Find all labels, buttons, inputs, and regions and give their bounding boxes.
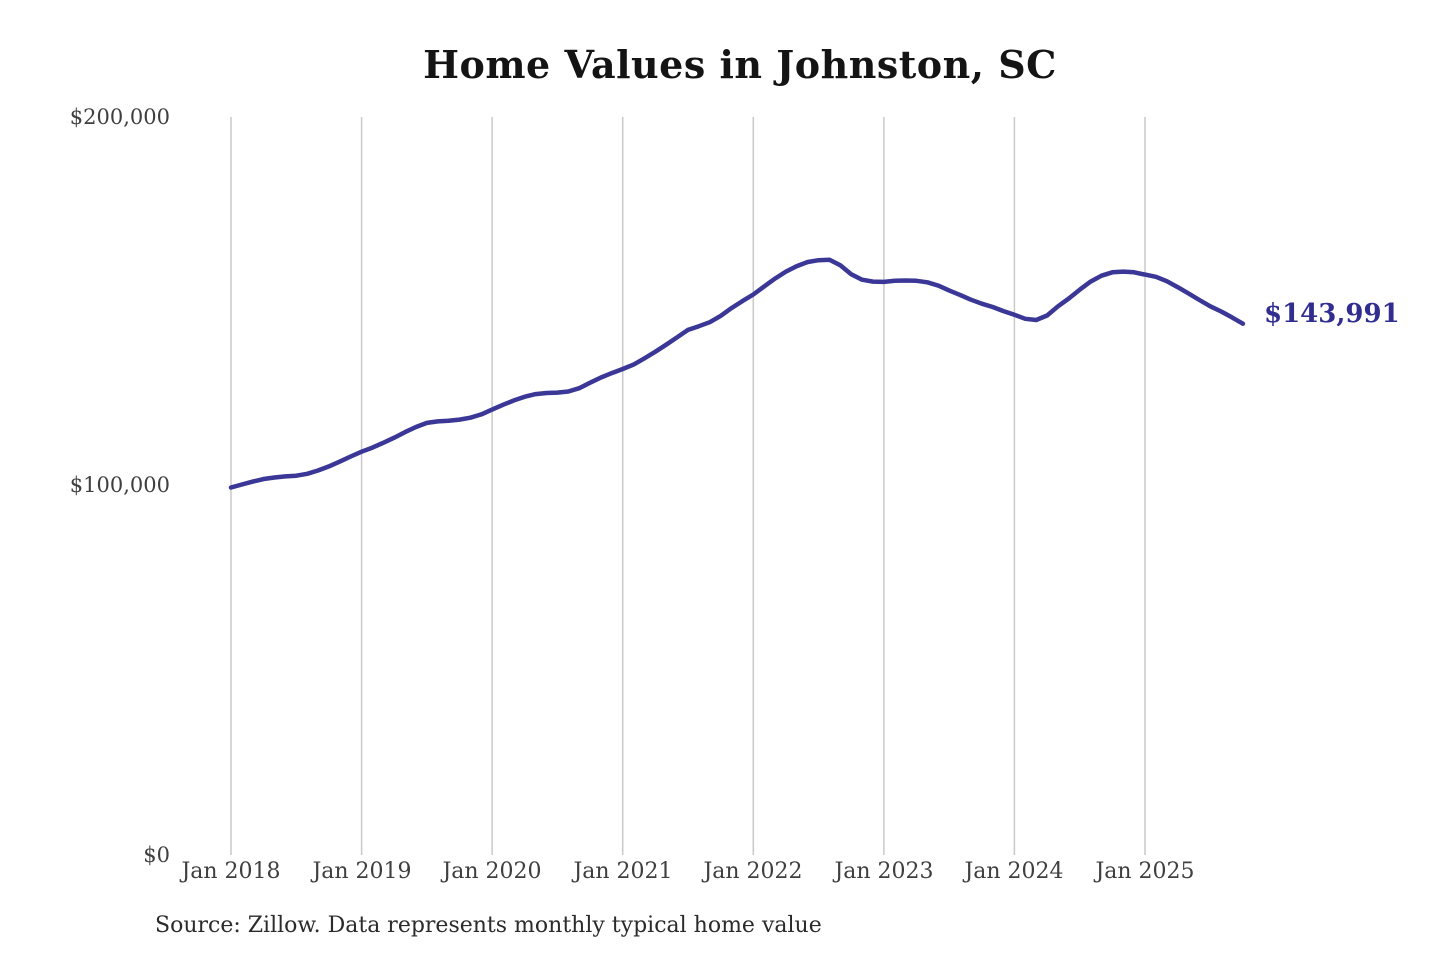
y-axis-tick-0: $0 <box>143 843 170 867</box>
x-axis-tick-jan-2023: Jan 2023 <box>834 859 934 884</box>
chart-title: Home Values in Johnston, SC <box>423 42 1057 87</box>
x-axis-tick-jan-2020: Jan 2020 <box>442 859 542 884</box>
x-axis-tick-jan-2024: Jan 2024 <box>964 859 1064 884</box>
x-axis-tick-jan-2019: Jan 2019 <box>312 859 412 884</box>
y-axis-tick-100000: $100,000 <box>69 473 170 497</box>
x-axis-tick-jan-2025: Jan 2025 <box>1095 859 1195 884</box>
home-value-line <box>228 257 1246 490</box>
source-attribution: Source: Zillow. Data represents monthly … <box>155 913 822 938</box>
x-axis-tick-jan-2018: Jan 2018 <box>181 859 281 884</box>
x-axis-tick-jan-2021: Jan 2021 <box>573 859 673 884</box>
last-value-label: $143,991 <box>1264 299 1400 329</box>
y-axis-tick-200000: $200,000 <box>69 105 170 129</box>
x-axis-tick-jan-2022: Jan 2022 <box>703 859 803 884</box>
